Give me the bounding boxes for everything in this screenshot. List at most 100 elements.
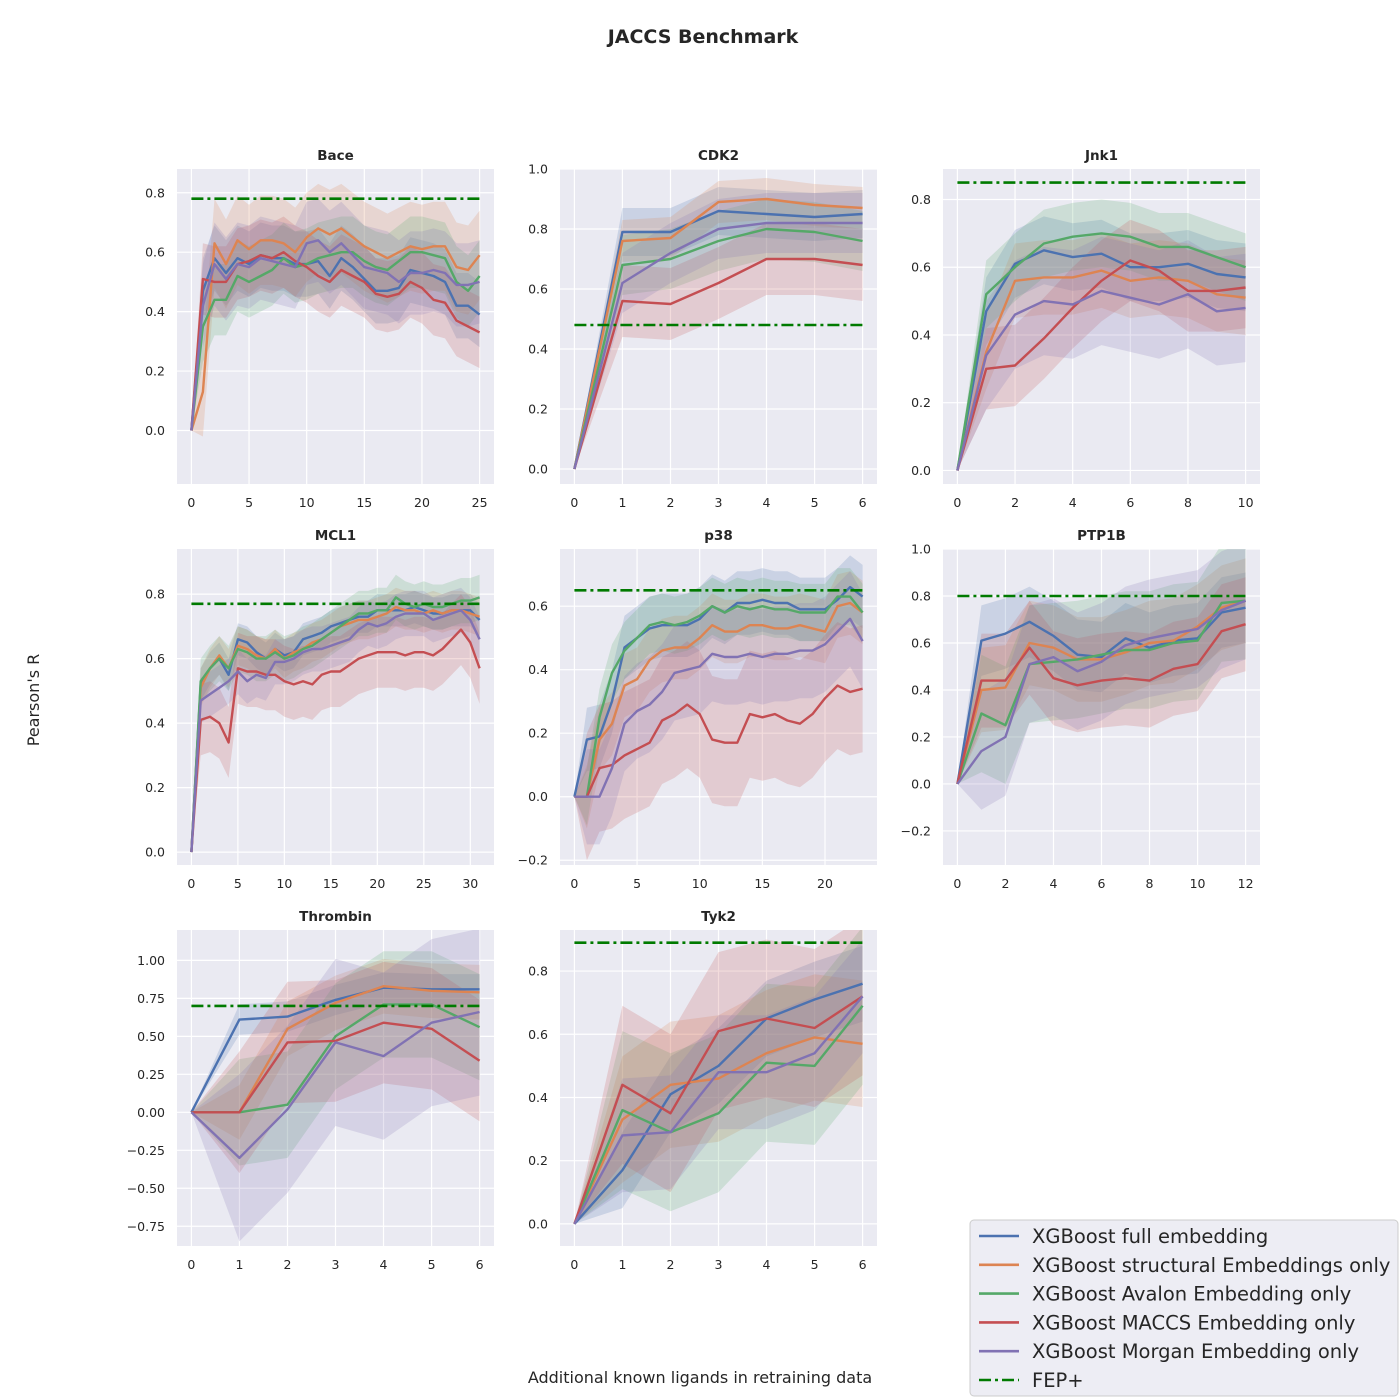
confidence-band xyxy=(574,571,863,829)
subplot: 0 1 2 3 4 5 6 −0.75 −0.50 −0.25 0.00 0.25 0.50 0.75 1.… xyxy=(127,909,494,1272)
series-line xyxy=(956,599,1246,785)
y-tick-label: −0.75 xyxy=(127,1219,165,1234)
y-tick-label: 0.2 xyxy=(911,729,931,744)
series-line xyxy=(574,617,864,798)
y-tick-label: 0.6 xyxy=(528,282,548,297)
series-group xyxy=(956,549,1247,810)
confidence-band xyxy=(957,549,1246,784)
y-tick-label: 0.4 xyxy=(145,716,165,731)
series-line xyxy=(573,227,863,470)
series-line xyxy=(190,609,481,853)
y-tick-label: 0.0 xyxy=(145,845,165,860)
x-tick-label: 2 xyxy=(1011,495,1019,510)
x-tick-label: 0 xyxy=(953,495,961,510)
confidence-band xyxy=(574,555,863,797)
confidence-band xyxy=(957,236,1246,471)
series-line xyxy=(956,249,1246,471)
series-line xyxy=(573,221,863,470)
x-tick-label: 4 xyxy=(763,495,771,510)
series-line xyxy=(956,623,1246,785)
x-tick-label: 0 xyxy=(187,495,195,510)
x-tick-label: 15 xyxy=(754,876,770,891)
series-line xyxy=(190,605,481,853)
y-tick-label: 0.6 xyxy=(145,651,165,666)
x-tick-label: 20 xyxy=(369,876,385,891)
y-tick-label: 0.75 xyxy=(137,991,165,1006)
series-line xyxy=(956,606,1246,785)
x-tick-label: 12 xyxy=(1238,876,1254,891)
y-tick-label: 0.8 xyxy=(528,964,548,979)
y-tick-label: 0.0 xyxy=(528,789,548,804)
series-line xyxy=(573,1036,863,1225)
subplot-title: Tyk2 xyxy=(701,909,736,925)
y-tick-label: 0.8 xyxy=(911,192,931,207)
x-tick-label: 5 xyxy=(811,1257,819,1272)
series-line xyxy=(956,289,1246,471)
x-tick-label: 5 xyxy=(234,876,242,891)
confidence-band xyxy=(957,219,1246,471)
subplot: 0 5 10 15 20 −0.2 0.0 0.2 0.4 0.6 p38 xyxy=(518,528,877,891)
confidence-band xyxy=(191,216,480,431)
legend-entry: XGBoost MACCS Embedding only xyxy=(1032,1311,1355,1334)
x-tick-label: 8 xyxy=(1184,495,1192,510)
x-tick-label: 0 xyxy=(570,495,578,510)
y-tick-label: 0.2 xyxy=(528,726,548,741)
confidence-band xyxy=(191,216,480,431)
series-line xyxy=(190,628,481,853)
y-tick-label: 0.0 xyxy=(911,776,931,791)
x-tick-label: 2 xyxy=(283,1257,291,1272)
x-tick-label: 25 xyxy=(472,495,488,510)
confidence-band xyxy=(574,571,863,845)
plot-area xyxy=(177,549,494,865)
confidence-band xyxy=(957,558,1246,784)
y-tick-label: 0.4 xyxy=(528,1090,548,1105)
legend-items: XGBoost full embedding XGBoost structural… xyxy=(979,1225,1390,1392)
subplot: 0 5 10 15 20 25 0.0 0.2 0.4 0.6 0.8 Bace xyxy=(145,148,494,510)
y-tick-label: 0.25 xyxy=(137,1067,165,1082)
plot-area xyxy=(177,169,494,484)
y-tick-label: 0.8 xyxy=(145,185,165,200)
series-line xyxy=(573,197,863,470)
y-tick-label: 1.0 xyxy=(528,162,548,177)
x-tick-label: 6 xyxy=(1126,495,1134,510)
series-line xyxy=(573,209,863,470)
series-group xyxy=(190,930,481,1242)
y-tick-label: 0.0 xyxy=(528,1216,548,1231)
series-line xyxy=(956,259,1246,471)
y-tick-label: 0.2 xyxy=(145,780,165,795)
legend-entry: XGBoost structural Embeddings only xyxy=(1032,1254,1390,1277)
x-tick-label: 2 xyxy=(666,1257,674,1272)
x-tick-label: 20 xyxy=(414,495,430,510)
x-tick-label: 8 xyxy=(1146,876,1154,891)
confidence-band xyxy=(574,939,863,1224)
y-tick-label: 0.0 xyxy=(911,463,931,478)
y-tick-label: 0.2 xyxy=(528,402,548,417)
series-line xyxy=(573,1005,864,1225)
confidence-band xyxy=(574,199,863,469)
x-tick-label: 6 xyxy=(476,1257,484,1272)
legend-entry: XGBoost Avalon Embedding only xyxy=(1032,1283,1351,1306)
x-tick-label: 2 xyxy=(666,495,674,510)
x-tick-label: 5 xyxy=(428,1257,436,1272)
x-tick-label: 30 xyxy=(462,876,478,891)
y-tick-label: −0.2 xyxy=(901,823,931,838)
subplot-title: Jnk1 xyxy=(1084,148,1118,164)
x-tick-label: 1 xyxy=(235,1257,243,1272)
x-tick-label: 1 xyxy=(618,495,626,510)
x-tick-label: 10 xyxy=(692,876,708,891)
subplot-title: p38 xyxy=(704,528,732,544)
subplot-title: CDK2 xyxy=(698,148,739,164)
y-axis-label: Pearson's R xyxy=(24,654,43,747)
subplot: 0 1 2 3 4 5 6 0.0 0.2 0.4 0.6 0.8 1.0 CDK2 xyxy=(528,148,877,510)
subplot-title: PTP1B xyxy=(1077,528,1126,544)
x-tick-label: 10 xyxy=(1238,495,1254,510)
y-tick-label: 0.00 xyxy=(137,1105,165,1120)
series-line xyxy=(190,239,480,431)
y-tick-label: 1.0 xyxy=(911,542,931,557)
x-tick-label: 0 xyxy=(570,1257,578,1272)
subplot-title: Thrombin xyxy=(299,909,372,925)
confidence-band xyxy=(574,974,863,1224)
y-tick-label: 0.6 xyxy=(911,260,931,275)
confidence-band xyxy=(191,972,480,1113)
